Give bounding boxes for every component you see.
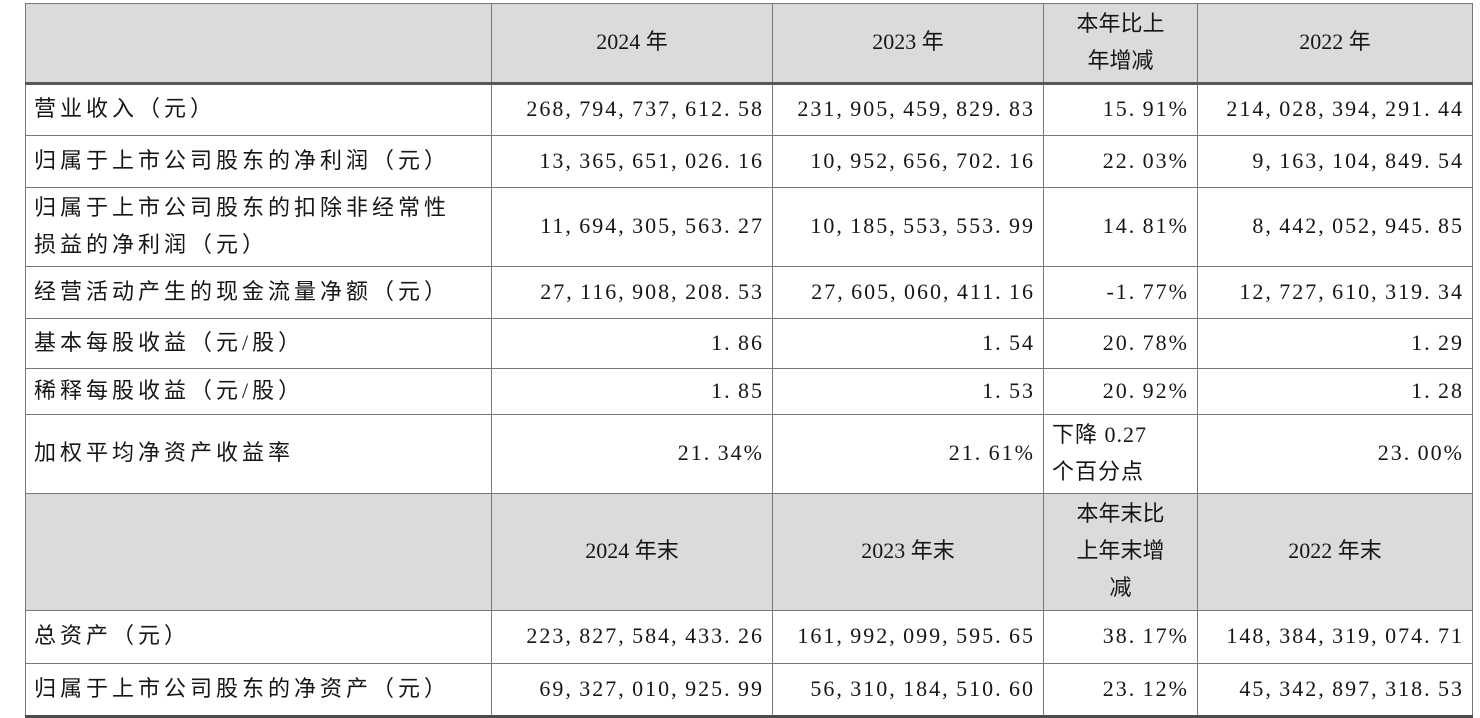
value-change: 15. 91% — [1043, 82, 1198, 136]
value-2022: 1. 29 — [1197, 317, 1473, 369]
row-label: 归属于上市公司股东的扣除非经常性 损益的净利润（元） — [25, 186, 492, 267]
value-change: 38. 17% — [1043, 609, 1198, 664]
financial-summary-table-container: 2024 年 2023 年 本年比上 年增减 2022 年 营业收入（元） 26… — [25, 3, 1473, 718]
value-2023: 27, 605, 060, 411. 16 — [772, 265, 1044, 319]
value-2023: 1. 53 — [772, 367, 1044, 415]
row-label: 经营活动产生的现金流量净额（元） — [25, 265, 492, 319]
value-change: 下降 0.27 个百分点 — [1043, 413, 1198, 494]
value-2023: 161, 992, 099, 595. 65 — [772, 609, 1044, 664]
header-2023: 2023 年 — [772, 3, 1044, 85]
value-2022: 214, 028, 394, 291. 44 — [1197, 82, 1473, 136]
value-change: 20. 78% — [1043, 317, 1198, 369]
financial-summary-table: 2024 年 2023 年 本年比上 年增减 2022 年 营业收入（元） 26… — [25, 3, 1473, 718]
value-2024: 1. 86 — [491, 317, 773, 369]
header-2022: 2022 年 — [1197, 3, 1473, 85]
table-row-total-assets: 总资产（元） 223, 827, 584, 433. 26 161, 992, … — [25, 609, 1473, 664]
header-row-year-end: 2024 年末 2023 年末 本年末比 上年末增 减 2022 年末 — [25, 492, 1473, 611]
value-change: 23. 12% — [1043, 662, 1198, 718]
table-row-revenue: 营业收入（元） 268, 794, 737, 612. 58 231, 905,… — [25, 82, 1473, 136]
value-2024: 11, 694, 305, 563. 27 — [491, 186, 773, 267]
header-yoy-change: 本年比上 年增减 — [1043, 3, 1198, 85]
header-2024: 2024 年 — [491, 3, 773, 85]
value-2023: 56, 310, 184, 510. 60 — [772, 662, 1044, 718]
row-label: 归属于上市公司股东的净资产（元） — [25, 662, 492, 718]
value-2024: 13, 365, 651, 026. 16 — [491, 134, 773, 188]
header-row-annual: 2024 年 2023 年 本年比上 年增减 2022 年 — [25, 3, 1473, 85]
value-2023: 21. 61% — [772, 413, 1044, 494]
value-2024: 21. 34% — [491, 413, 773, 494]
value-change: 20. 92% — [1043, 367, 1198, 415]
header-2024-end: 2024 年末 — [491, 492, 773, 611]
table-row-weighted-avg-roe: 加权平均净资产收益率 21. 34% 21. 61% 下降 0.27 个百分点 … — [25, 413, 1473, 494]
row-label: 稀释每股收益（元/股） — [25, 367, 492, 415]
table-row-diluted-eps: 稀释每股收益（元/股） 1. 85 1. 53 20. 92% 1. 28 — [25, 367, 1473, 415]
row-label: 加权平均净资产收益率 — [25, 413, 492, 494]
value-2022: 45, 342, 897, 318. 53 — [1197, 662, 1473, 718]
table-row-net-profit: 归属于上市公司股东的净利润（元） 13, 365, 651, 026. 16 1… — [25, 134, 1473, 188]
value-2022: 23. 00% — [1197, 413, 1473, 494]
value-2022: 9, 163, 104, 849. 54 — [1197, 134, 1473, 188]
value-2022: 8, 442, 052, 945. 85 — [1197, 186, 1473, 267]
header-year-end-change: 本年末比 上年末增 减 — [1043, 492, 1198, 611]
value-2023: 1. 54 — [772, 317, 1044, 369]
table-row-deducted-net-profit: 归属于上市公司股东的扣除非经常性 损益的净利润（元） 11, 694, 305,… — [25, 186, 1473, 267]
value-2022: 1. 28 — [1197, 367, 1473, 415]
value-2022: 12, 727, 610, 319. 34 — [1197, 265, 1473, 319]
table-row-net-assets: 归属于上市公司股东的净资产（元） 69, 327, 010, 925. 99 5… — [25, 662, 1473, 718]
row-label: 总资产（元） — [25, 609, 492, 664]
value-change: 22. 03% — [1043, 134, 1198, 188]
header-2022-end: 2022 年末 — [1197, 492, 1473, 611]
table-row-operating-cash-flow: 经营活动产生的现金流量净额（元） 27, 116, 908, 208. 53 2… — [25, 265, 1473, 319]
value-change: 14. 81% — [1043, 186, 1198, 267]
value-2023: 231, 905, 459, 829. 83 — [772, 82, 1044, 136]
value-2022: 148, 384, 319, 074. 71 — [1197, 609, 1473, 664]
row-label: 营业收入（元） — [25, 82, 492, 136]
value-2024: 268, 794, 737, 612. 58 — [491, 82, 773, 136]
value-2023: 10, 952, 656, 702. 16 — [772, 134, 1044, 188]
header-blank-cell — [25, 3, 492, 85]
table-row-basic-eps: 基本每股收益（元/股） 1. 86 1. 54 20. 78% 1. 29 — [25, 317, 1473, 369]
row-label: 基本每股收益（元/股） — [25, 317, 492, 369]
value-2024: 27, 116, 908, 208. 53 — [491, 265, 773, 319]
row-label: 归属于上市公司股东的净利润（元） — [25, 134, 492, 188]
value-2024: 1. 85 — [491, 367, 773, 415]
value-2024: 223, 827, 584, 433. 26 — [491, 609, 773, 664]
header-blank-cell — [25, 492, 492, 611]
value-2024: 69, 327, 010, 925. 99 — [491, 662, 773, 718]
value-2023: 10, 185, 553, 553. 99 — [772, 186, 1044, 267]
value-change: -1. 77% — [1043, 265, 1198, 319]
header-2023-end: 2023 年末 — [772, 492, 1044, 611]
